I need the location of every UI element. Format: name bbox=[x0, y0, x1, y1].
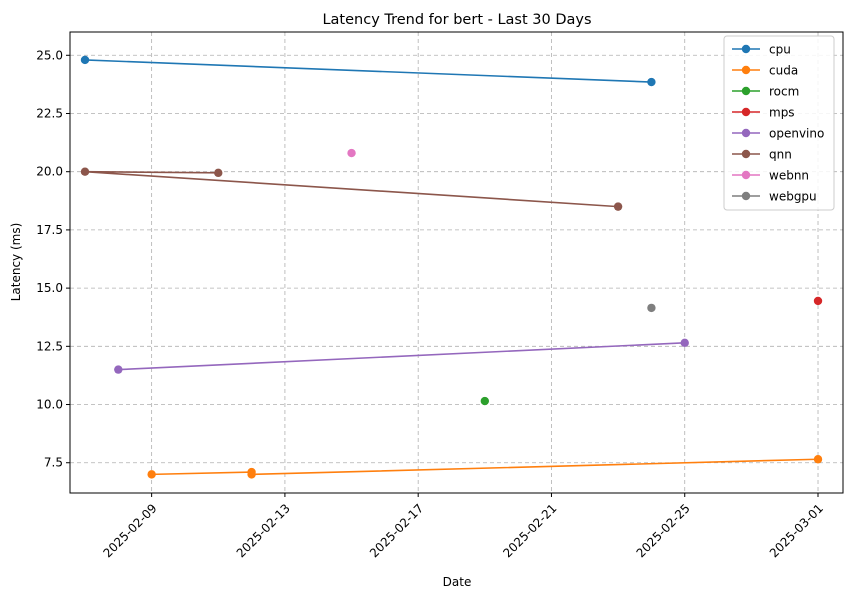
y-tick-label: 20.0 bbox=[36, 165, 63, 179]
chart-title: Latency Trend for bert - Last 30 Days bbox=[322, 12, 591, 28]
legend-item-openvino: openvino bbox=[732, 127, 824, 141]
legend: cpu cuda rocm mps openvino qnn webnn webgpu bbox=[723, 35, 835, 211]
legend-label: cpu bbox=[769, 43, 791, 57]
series-layer bbox=[80, 55, 823, 479]
y-axis-label: Latency (ms) bbox=[9, 223, 23, 302]
legend-swatch-marker bbox=[741, 149, 751, 159]
y-tick-label: 25.0 bbox=[36, 48, 63, 62]
legend-label: rocm bbox=[769, 85, 799, 99]
legend-box bbox=[723, 35, 835, 211]
data-point-cuda bbox=[247, 467, 256, 477]
legend-item-rocm: rocm bbox=[732, 85, 799, 99]
y-axis: 7.5 10.0 12.5 15.0 17.5 20.0 22.5 25.0 bbox=[36, 48, 70, 470]
data-point-mps bbox=[813, 296, 823, 306]
legend-label: qnn bbox=[769, 148, 792, 162]
data-point-openvino bbox=[680, 338, 689, 348]
y-tick-label: 22.5 bbox=[36, 106, 63, 120]
x-tick-label: 2025-03-01 bbox=[767, 501, 826, 560]
legend-item-mps: mps bbox=[732, 106, 795, 120]
x-tick-label: 2025-02-09 bbox=[100, 501, 159, 560]
legend-swatch-marker bbox=[741, 191, 751, 201]
series-line-cpu bbox=[84, 59, 652, 83]
data-point-rocm bbox=[480, 396, 490, 406]
legend-item-webnn: webnn bbox=[732, 169, 809, 183]
data-point-webnn bbox=[347, 148, 356, 158]
series-line-qnn bbox=[84, 170, 619, 208]
legend-label: webgpu bbox=[769, 190, 817, 204]
series-rocm bbox=[480, 396, 490, 406]
plot-frame bbox=[69, 31, 844, 494]
series-cpu bbox=[80, 55, 656, 87]
y-tick-label: 17.5 bbox=[36, 223, 63, 237]
data-point-cpu bbox=[80, 55, 90, 65]
legend-label: webnn bbox=[769, 169, 809, 183]
legend-swatch-marker bbox=[741, 65, 751, 75]
legend-swatch-marker bbox=[741, 170, 751, 180]
series-mps bbox=[813, 296, 823, 306]
series-cuda bbox=[147, 455, 823, 479]
legend-label: mps bbox=[769, 106, 795, 120]
y-tick-label: 10.0 bbox=[36, 398, 63, 412]
y-tick-label: 7.5 bbox=[44, 456, 63, 470]
data-point-webgpu bbox=[647, 303, 656, 313]
series-qnn bbox=[80, 167, 623, 211]
legend-swatch-marker bbox=[741, 128, 751, 138]
data-point-cuda bbox=[813, 455, 823, 464]
data-point-qnn bbox=[80, 167, 90, 176]
grid-lines bbox=[70, 32, 843, 493]
legend-item-webgpu: webgpu bbox=[732, 190, 817, 204]
data-point-qnn bbox=[613, 202, 623, 211]
legend-item-cuda: cuda bbox=[732, 64, 798, 78]
series-webgpu bbox=[647, 303, 656, 313]
y-tick-label: 12.5 bbox=[36, 339, 63, 353]
x-tick-label: 2025-02-21 bbox=[500, 501, 559, 560]
x-tick-label: 2025-02-13 bbox=[234, 501, 293, 560]
legend-swatch-marker bbox=[741, 107, 751, 117]
legend-swatch-marker bbox=[741, 44, 751, 54]
legend-label: openvino bbox=[769, 127, 824, 141]
x-tick-label: 2025-02-17 bbox=[367, 501, 426, 560]
series-openvino bbox=[114, 338, 689, 374]
series-line-openvino bbox=[118, 342, 685, 371]
x-axis-label: Date bbox=[443, 575, 472, 589]
legend-label: cuda bbox=[769, 64, 798, 78]
data-point-cpu bbox=[647, 77, 656, 87]
legend-swatch-marker bbox=[741, 86, 751, 96]
legend-item-qnn: qnn bbox=[732, 148, 792, 162]
legend-item-cpu: cpu bbox=[732, 43, 791, 57]
y-tick-label: 15.0 bbox=[36, 281, 63, 295]
data-point-qnn bbox=[214, 168, 223, 178]
data-point-cuda bbox=[147, 470, 156, 479]
series-webnn bbox=[347, 148, 356, 158]
x-axis: 2025-02-09 2025-02-13 2025-02-17 2025-02-21… bbox=[100, 493, 826, 560]
data-point-openvino bbox=[114, 365, 123, 374]
x-tick-label: 2025-02-25 bbox=[634, 501, 693, 560]
